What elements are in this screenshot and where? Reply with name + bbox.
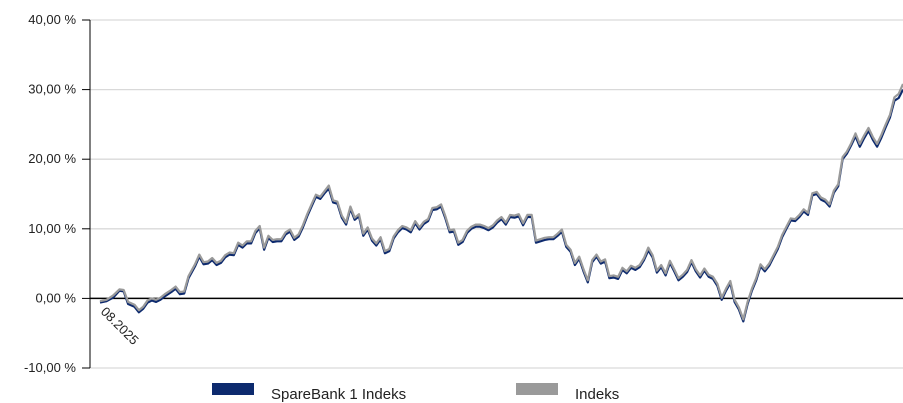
legend: SpareBank 1 Indeks Indeks bbox=[212, 383, 619, 403]
y-tick-label: -10,00 % bbox=[24, 360, 76, 375]
y-tick-label: 40,00 % bbox=[28, 12, 76, 27]
legend-swatch bbox=[516, 383, 558, 395]
series-lines bbox=[99, 83, 903, 323]
gridlines bbox=[82, 19, 903, 369]
legend-label: SpareBank 1 Indeks bbox=[271, 386, 406, 403]
y-tick-label: 10,00 % bbox=[28, 221, 76, 236]
legend-swatch bbox=[212, 383, 254, 395]
y-tick-label: 20,00 % bbox=[28, 151, 76, 166]
x-tick-label: 08.2025 bbox=[98, 304, 142, 348]
series-line-0 bbox=[99, 89, 903, 323]
x-tick-labels: 08.2025 bbox=[98, 304, 142, 348]
series-line-1 bbox=[99, 83, 903, 321]
legend-label: Indeks bbox=[575, 386, 619, 403]
y-tick-label: 0,00 % bbox=[36, 290, 77, 305]
y-tick-labels: 40,00 % 30,00 % 20,00 % 10,00 % 0,00 % -10,00… bbox=[24, 12, 76, 375]
y-tick-label: 30,00 % bbox=[28, 82, 76, 97]
